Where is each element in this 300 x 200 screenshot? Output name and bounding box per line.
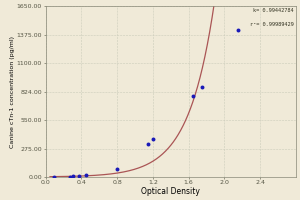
- Y-axis label: Canine cTn-1 concentration (pg/ml): Canine cTn-1 concentration (pg/ml): [10, 36, 15, 148]
- X-axis label: Optical Density: Optical Density: [141, 187, 200, 196]
- Point: [76, 175, 81, 178]
- Text: k= 0.99442784: k= 0.99442784: [253, 8, 293, 13]
- Point: [150, 137, 155, 140]
- Point: [115, 168, 119, 171]
- Point: [146, 142, 151, 145]
- Point: [190, 95, 195, 98]
- Point: [200, 85, 204, 89]
- Text: r²= 0.99989429: r²= 0.99989429: [250, 22, 293, 27]
- Point: [52, 175, 57, 178]
- Point: [83, 174, 88, 177]
- Point: [235, 28, 240, 32]
- Point: [67, 175, 72, 178]
- Point: [71, 175, 76, 178]
